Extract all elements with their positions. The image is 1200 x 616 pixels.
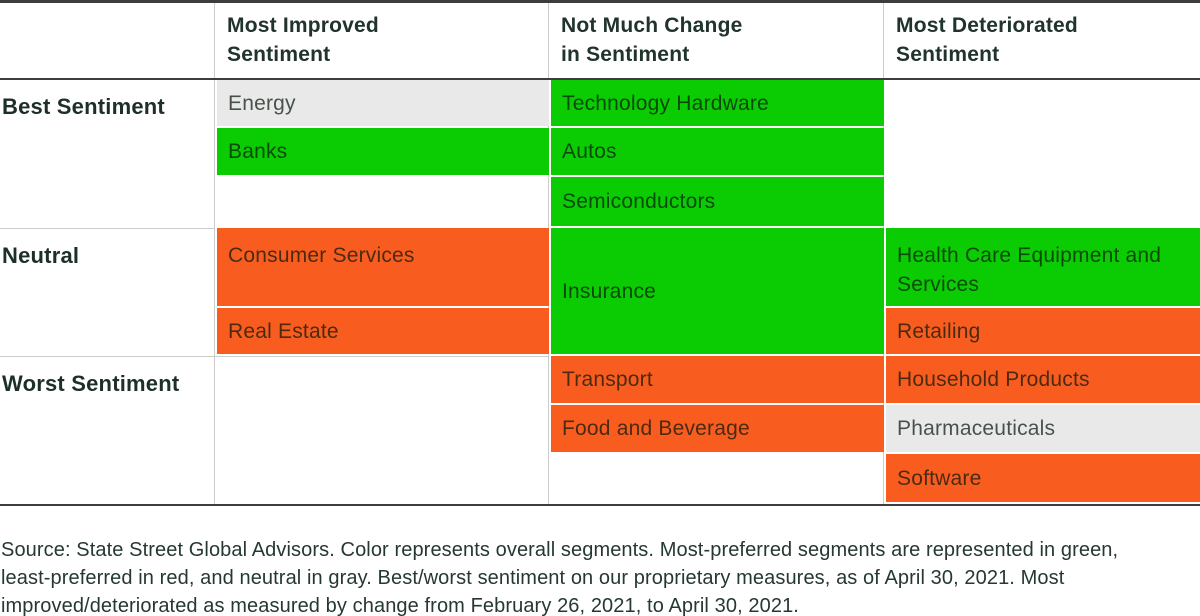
cell-retailing: Retailing (886, 308, 1200, 354)
column-header-text: Sentiment (227, 43, 331, 66)
column-divider-1 (214, 3, 215, 504)
cell-insurance: Insurance (551, 228, 884, 354)
cell-software: Software (886, 454, 1200, 502)
column-header-most-deteriorated: Most Deteriorated Sentiment (884, 3, 1200, 78)
column-header-text: Not Much Change (561, 14, 743, 37)
cell-semiconductors: Semiconductors (551, 177, 884, 226)
source-footnote: Source: State Street Global Advisors. Co… (1, 539, 1119, 616)
cell-household-products: Household Products (886, 356, 1200, 403)
column-header-text: Most Improved (227, 14, 379, 37)
header-corner-blank (0, 3, 215, 78)
cell-energy: Energy (217, 80, 549, 126)
column-header-text: in Sentiment (561, 43, 690, 66)
row-header-neutral: Neutral (0, 228, 215, 308)
cell-real-estate: Real Estate (217, 308, 549, 354)
column-header-most-improved: Most Improved Sentiment (215, 3, 549, 78)
cell-transport: Transport (551, 356, 884, 403)
cell-technology-hardware: Technology Hardware (551, 80, 884, 126)
cell-health-care-equipment-and-services: Health Care Equipment and Services (886, 228, 1200, 306)
table-body: Best Sentiment Neutral Worst Sentiment E… (0, 80, 1200, 504)
row-header-best-sentiment: Best Sentiment (2, 94, 165, 119)
sentiment-table: Most Improved Sentiment Not Much Change … (0, 0, 1200, 506)
cell-autos: Autos (551, 128, 884, 175)
column-header-text: Most Deteriorated (896, 14, 1078, 37)
cell-banks: Banks (217, 128, 549, 175)
cell-food-and-beverage: Food and Beverage (551, 405, 884, 452)
empty-cell-worst-most-improved (215, 356, 549, 504)
column-header-not-much-change: Not Much Change in Sentiment (549, 3, 884, 78)
column-header-text: Sentiment (896, 43, 1000, 66)
table-header-row: Most Improved Sentiment Not Much Change … (0, 3, 1200, 80)
cell-pharmaceuticals: Pharmaceuticals (886, 405, 1200, 452)
cell-consumer-services: Consumer Services (217, 228, 549, 306)
row-header-worst-sentiment: Worst Sentiment (0, 356, 215, 405)
